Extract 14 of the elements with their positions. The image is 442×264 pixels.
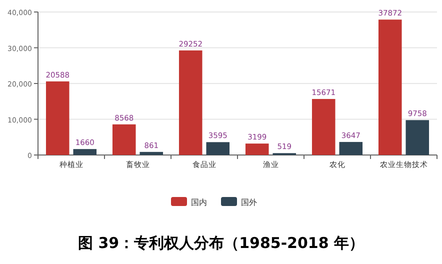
- bar: [245, 144, 269, 155]
- bar: [406, 120, 430, 155]
- bar: [339, 142, 363, 155]
- bar: [178, 50, 202, 155]
- legend-label: 国外: [241, 198, 257, 207]
- bar: [140, 152, 164, 155]
- legend-label: 国内: [191, 198, 207, 207]
- bar: [206, 142, 230, 155]
- bar: [46, 81, 70, 155]
- bar: [73, 149, 97, 155]
- bar: [112, 124, 136, 155]
- text: 图 39：专利权人分布（1985-2018 年）: [78, 234, 364, 252]
- bar: [378, 20, 402, 155]
- bar: [312, 98, 336, 155]
